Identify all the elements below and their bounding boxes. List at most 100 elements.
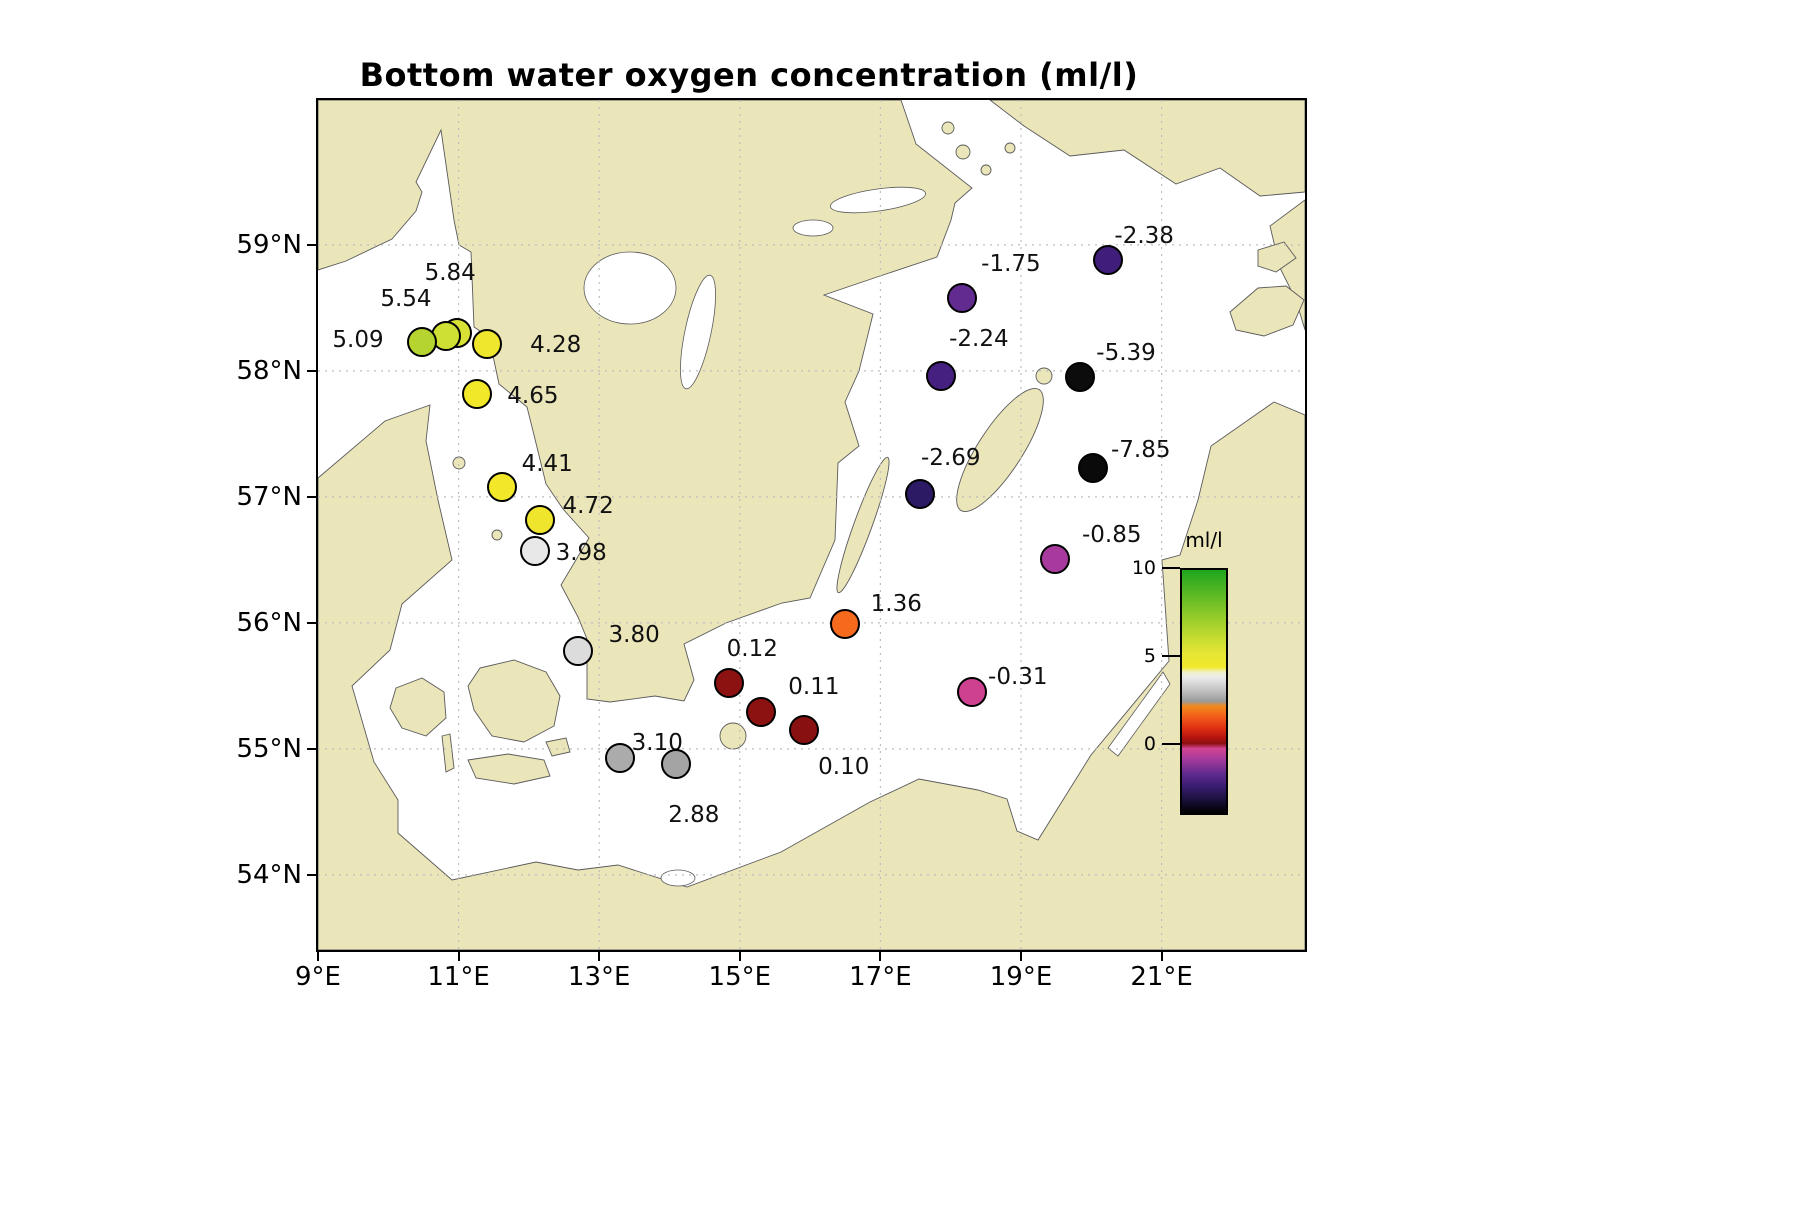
x-tick-label: 15°E <box>708 962 772 992</box>
y-tick-label: 56°N <box>236 607 302 638</box>
y-tick-label: 59°N <box>236 229 302 260</box>
land-layer <box>318 100 1305 950</box>
x-tickmark <box>457 952 460 961</box>
map-plot: 5.84 5.54 5.09 4.28 4.65 4.41 4.72 3.98 3.80 3.10… <box>316 98 1307 952</box>
y-tickmark <box>307 369 316 372</box>
station-value-label: -2.38 <box>1114 223 1174 250</box>
station-value-label: -0.85 <box>1081 521 1142 548</box>
station-value-label: -5.39 <box>1096 340 1156 367</box>
colorbar: ml/l 10 5 0 <box>1132 528 1292 828</box>
island-sjaelland <box>467 659 561 743</box>
land-scandinavia <box>318 100 973 703</box>
y-tickmark <box>307 621 316 624</box>
x-tickmark <box>598 952 601 961</box>
lake-hjaelmaren <box>792 219 834 237</box>
y-tick-label: 54°N <box>236 859 302 890</box>
base-map <box>318 100 1305 950</box>
station-value-label: 3.98 <box>555 540 607 567</box>
island-aland-3 <box>1004 142 1016 154</box>
station-marker <box>904 479 935 510</box>
colorbar-tickmark <box>1162 655 1180 658</box>
lake-maelaren <box>830 186 926 214</box>
colorbar-tick-label: 0 <box>1143 733 1156 756</box>
x-tick-label: 11°E <box>427 962 490 992</box>
station-marker <box>1093 245 1124 276</box>
station-marker <box>525 504 556 535</box>
island-oeland <box>836 456 890 594</box>
y-tickmark <box>307 243 316 246</box>
x-tick-label: 9°E <box>295 962 341 992</box>
station-marker <box>407 326 438 357</box>
station-marker <box>946 282 977 313</box>
colorbar-gradient <box>1180 568 1228 815</box>
island-aland-4 <box>941 121 955 135</box>
station-marker <box>520 536 551 567</box>
station-marker <box>461 378 492 409</box>
island-aland-2 <box>980 164 992 176</box>
station-marker <box>925 360 956 391</box>
island-langeland <box>441 733 455 773</box>
x-tickmark <box>317 952 319 961</box>
station-marker <box>956 677 987 708</box>
szczecin-lagoon <box>660 869 696 887</box>
land-finland-archipelago <box>989 100 1305 197</box>
curonian-lagoon <box>1107 671 1171 757</box>
station-marker <box>1065 362 1096 393</box>
colorbar-tick-label: 5 <box>1143 645 1156 668</box>
station-marker <box>714 668 745 699</box>
x-tick-label: 19°E <box>989 962 1053 992</box>
x-tick-label: 17°E <box>849 962 912 992</box>
station-marker <box>605 742 636 773</box>
island-gotland <box>956 387 1044 513</box>
x-tickmark <box>879 952 882 961</box>
island-aland-1 <box>955 144 971 160</box>
station-marker <box>788 715 819 745</box>
y-tickmark <box>307 495 316 498</box>
station-value-label: -1.75 <box>981 250 1041 277</box>
station-marker <box>1077 452 1108 483</box>
station-value-label: -7.85 <box>1110 436 1171 463</box>
x-tick-label: 13°E <box>567 962 631 992</box>
graticule-layer <box>318 100 1305 950</box>
island-hiiumaa <box>1257 241 1297 273</box>
station-value-label: 1.36 <box>870 591 922 618</box>
station-value-label: 4.28 <box>530 332 582 359</box>
station-value-label: 2.88 <box>668 802 720 829</box>
y-tick-label: 58°N <box>236 355 302 386</box>
station-marker <box>487 471 518 502</box>
island-moen <box>545 737 571 757</box>
x-tickmark <box>738 952 741 961</box>
lake-vaettern <box>680 274 716 390</box>
x-tickmark <box>1160 952 1163 961</box>
island-saaremaa <box>1229 285 1305 337</box>
station-marker <box>563 635 594 666</box>
x-tickmark <box>1020 952 1022 961</box>
colorbar-tickmark <box>1162 743 1180 746</box>
colorbar-tickmark <box>1162 567 1180 569</box>
page-title: Bottom water oxygen concentration (ml/l) <box>359 56 1139 94</box>
y-tickmark <box>307 747 316 750</box>
station-value-label: 5.09 <box>332 326 384 353</box>
y-tick-label: 55°N <box>236 733 302 764</box>
station-value-label: 5.84 <box>424 260 476 287</box>
station-value-label: 4.41 <box>521 450 573 477</box>
station-value-label: 3.80 <box>608 621 660 648</box>
station-value-label: 4.72 <box>562 492 614 519</box>
x-tick-label: 21°E <box>1130 962 1193 992</box>
colorbar-unit-label: ml/l <box>1185 528 1223 552</box>
station-value-label: 0.10 <box>818 754 870 780</box>
colorbar-tick-label: 10 <box>1131 557 1156 579</box>
station-value-label: -2.69 <box>921 445 981 472</box>
station-marker <box>660 749 691 780</box>
lake-layer <box>583 186 1171 887</box>
station-value-label: 5.54 <box>380 285 432 312</box>
station-value-label: -0.31 <box>988 664 1048 691</box>
land-south-mainland <box>318 401 1305 950</box>
island-anholt <box>491 529 503 541</box>
island-fyn <box>389 677 447 737</box>
station-value-label: -2.24 <box>949 325 1009 352</box>
station-marker <box>471 329 502 360</box>
y-tick-label: 57°N <box>236 481 302 512</box>
station-marker <box>830 609 861 640</box>
